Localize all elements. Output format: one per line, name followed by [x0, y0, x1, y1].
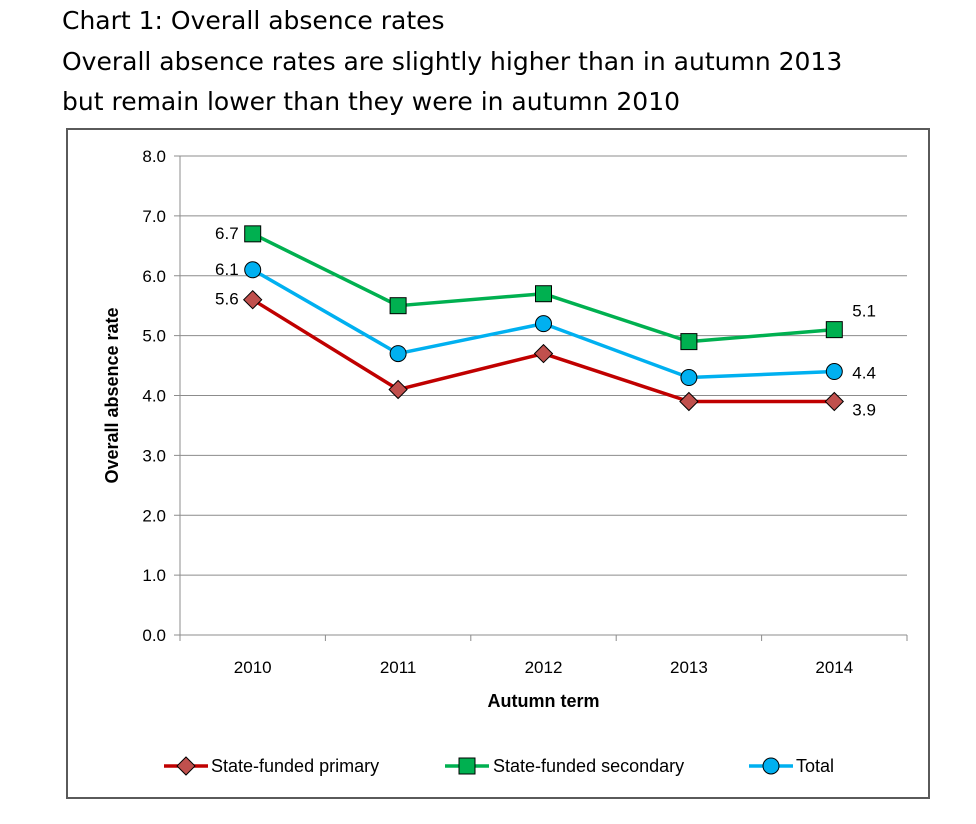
data-point — [680, 369, 698, 387]
chart-subtitle-line-2: but remain lower than they were in autum… — [62, 87, 681, 116]
data-point — [535, 315, 552, 333]
data-point — [824, 391, 845, 412]
data-point — [825, 363, 843, 381]
data-label: 5.6 — [215, 290, 239, 309]
y-tick-label: 0.0 — [142, 626, 166, 645]
data-label: 6.7 — [215, 224, 239, 243]
legend-marker — [458, 757, 476, 775]
x-tick-label: 2013 — [670, 658, 708, 677]
y-tick-label: 3.0 — [142, 446, 166, 465]
y-tick-label: 4.0 — [142, 387, 166, 406]
x-axis-label: Autumn term — [488, 691, 600, 711]
chart-frame: 0.0 1.0 2.0 3.0 4.0 5.0 6.0 7.0 8.0 2010 2011 2012 2… — [66, 128, 930, 799]
y-tick-label: 7.0 — [142, 207, 166, 226]
chart-subtitle-line-1: Overall absence rates are slightly highe… — [62, 47, 843, 76]
y-tick-label: 6.0 — [142, 267, 166, 286]
chart-title: Chart 1: Overall absence rates — [62, 6, 445, 35]
x-tick-label: 2012 — [525, 658, 563, 677]
data-point — [825, 321, 843, 339]
data-point — [535, 285, 552, 303]
x-tick-label: 2014 — [815, 658, 853, 677]
y-tick-label: 8.0 — [142, 147, 166, 166]
data-point — [388, 379, 408, 400]
data-point — [389, 297, 407, 315]
data-label: 6.1 — [215, 260, 239, 279]
data-point — [244, 261, 262, 279]
legend-label: State-funded secondary — [493, 756, 684, 776]
data-point — [389, 345, 407, 363]
data-label: 4.4 — [852, 364, 876, 383]
legend-marker — [762, 757, 780, 775]
data-point — [680, 333, 698, 351]
y-tick-label: 1.0 — [142, 566, 166, 585]
data-point — [679, 391, 699, 412]
y-axis-label: Overall absence rate — [102, 307, 122, 483]
x-tick-label: 2011 — [380, 658, 417, 677]
legend-marker — [176, 756, 196, 776]
data-label: 3.9 — [852, 400, 876, 419]
absence-rate-line-chart: 0.0 1.0 2.0 3.0 4.0 5.0 6.0 7.0 8.0 2010 2011 2012 2… — [102, 147, 908, 776]
x-tick-label: 2010 — [234, 658, 272, 677]
data-point — [533, 343, 554, 364]
legend-label: Total — [796, 756, 834, 776]
y-tick-label: 5.0 — [142, 327, 166, 346]
data-point — [242, 289, 263, 310]
legend-label: State-funded primary — [211, 756, 379, 776]
data-point — [244, 225, 262, 243]
data-label: 5.1 — [852, 302, 876, 321]
y-tick-label: 2.0 — [142, 506, 166, 525]
